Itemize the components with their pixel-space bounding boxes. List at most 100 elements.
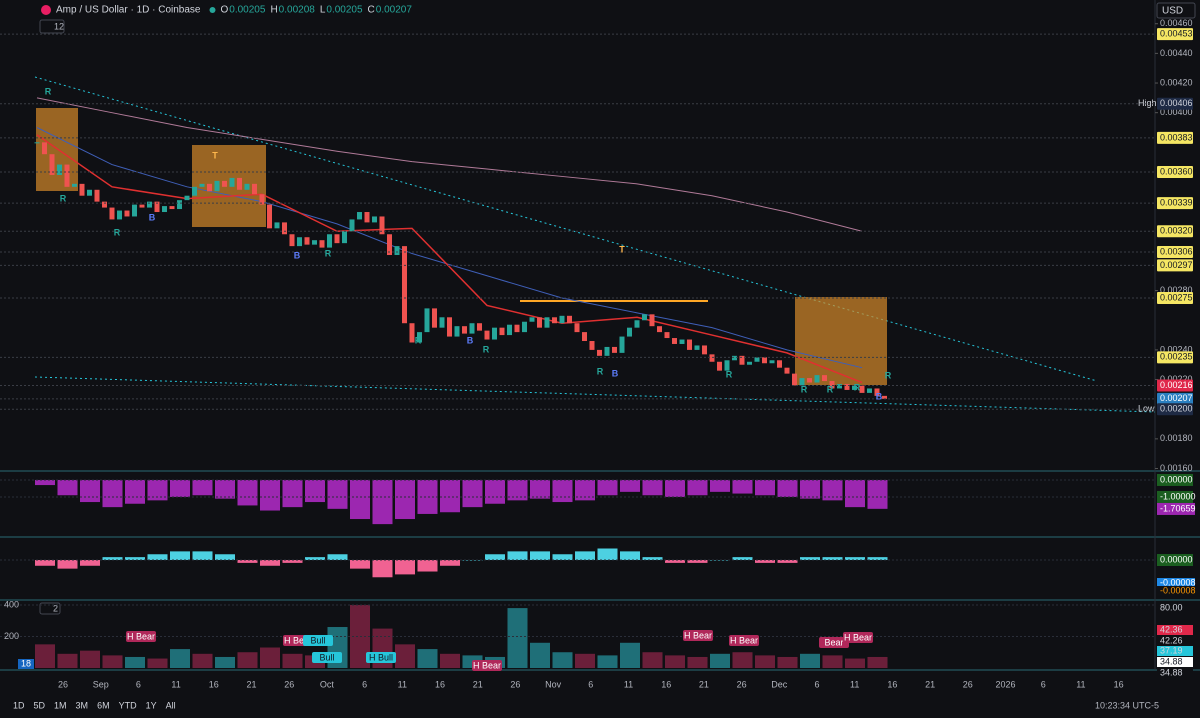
bar xyxy=(755,560,775,563)
candle xyxy=(87,189,92,196)
signal-label: R xyxy=(726,369,733,379)
candle xyxy=(237,177,242,190)
level-label: 0.00320 xyxy=(1160,226,1193,236)
candle xyxy=(454,326,460,337)
signal-label: R xyxy=(854,382,861,392)
last-price-label-bg xyxy=(1157,379,1193,392)
signal-label: B xyxy=(467,335,474,345)
annotation-bg xyxy=(366,652,396,663)
range-button[interactable]: 1M xyxy=(54,700,67,710)
side-label: 80.00 xyxy=(1160,602,1183,612)
bar xyxy=(620,642,640,668)
symbol: Amp / US Dollar · 1D · Coinbase xyxy=(56,5,201,16)
annotation-bg xyxy=(303,635,333,646)
moving-average xyxy=(36,134,863,384)
indicator-toggle[interactable] xyxy=(39,19,65,34)
candle xyxy=(124,210,130,217)
bar xyxy=(732,557,753,561)
y-tick-label: 0.00420 xyxy=(1160,77,1193,87)
annotation: Bull xyxy=(310,635,325,645)
candle xyxy=(522,321,527,333)
indicator-count: 12 xyxy=(54,21,64,31)
bar xyxy=(575,551,595,561)
candle xyxy=(814,375,820,383)
range-button[interactable]: All xyxy=(166,700,176,710)
high-label-bg xyxy=(1157,97,1193,110)
range-button[interactable]: 1D xyxy=(13,700,25,710)
candle xyxy=(874,388,880,396)
low-name: Low xyxy=(1138,404,1155,414)
bar xyxy=(597,655,618,668)
candle xyxy=(169,206,175,210)
range-button[interactable]: 3M xyxy=(76,700,89,710)
status-dot xyxy=(209,7,216,13)
bar xyxy=(192,479,213,496)
side-label-bg xyxy=(1157,625,1193,635)
ohlc-value: 0.00207 xyxy=(376,5,413,16)
candle xyxy=(612,346,617,353)
annotation-bg xyxy=(819,637,849,648)
bar xyxy=(350,479,370,520)
ohlc-value: 0.00205 xyxy=(229,5,266,16)
candle xyxy=(649,314,655,327)
range-box xyxy=(795,297,887,385)
low-label-bg xyxy=(1157,403,1193,416)
last-price-label: 0.00207 xyxy=(1160,393,1193,403)
signal-label: R xyxy=(885,370,892,380)
pane-toggle[interactable] xyxy=(39,602,61,615)
level-label: 0.00235 xyxy=(1160,352,1193,362)
candle xyxy=(747,361,752,365)
candle xyxy=(34,142,40,144)
annotation-bg xyxy=(312,652,342,663)
pane-separators xyxy=(0,0,1200,671)
candle xyxy=(784,367,790,374)
bar xyxy=(237,479,258,506)
bar xyxy=(822,557,843,561)
bottom-bar xyxy=(0,696,1200,718)
y-tick-label: 0.00280 xyxy=(1160,285,1193,295)
level-label-bg xyxy=(1157,165,1193,178)
currency-button[interactable] xyxy=(1156,2,1196,19)
bar xyxy=(620,479,640,492)
candle xyxy=(274,222,280,229)
candle xyxy=(222,180,227,187)
signal-label: B xyxy=(612,368,619,378)
x-tick-label: Sep xyxy=(93,679,109,689)
bar xyxy=(282,560,303,563)
bar xyxy=(305,479,325,503)
side-label-bg xyxy=(1157,657,1193,667)
range-button[interactable]: 5D xyxy=(34,700,46,710)
side-label-bg xyxy=(1157,668,1193,678)
level-label: 0.00275 xyxy=(1160,292,1193,302)
candle xyxy=(57,164,62,175)
x-tick-label: 26 xyxy=(963,679,973,689)
annotation: H Bull xyxy=(369,652,393,662)
range-button[interactable]: 1Y xyxy=(146,700,157,710)
bar xyxy=(710,479,730,492)
level-label: 0.00297 xyxy=(1160,260,1193,270)
level-label-bg xyxy=(1157,225,1193,238)
bar xyxy=(822,479,843,501)
y-tick-label: 0.00440 xyxy=(1160,48,1193,58)
x-tick-label: 21 xyxy=(925,679,935,689)
candle xyxy=(724,360,730,371)
level-label-bg xyxy=(1157,292,1193,305)
annotation: H Bear xyxy=(844,632,872,642)
y-tick-label: 400 xyxy=(4,599,19,609)
side-label: 34.88 xyxy=(1160,667,1183,677)
symbol-icon xyxy=(41,5,51,15)
candle xyxy=(162,206,167,213)
x-tick-label: 16 xyxy=(435,679,445,689)
annotation: H Bear xyxy=(684,630,712,640)
bar xyxy=(260,647,280,668)
y-tick-label: 0.00000 xyxy=(1160,554,1193,564)
candle xyxy=(792,373,797,386)
bar xyxy=(35,560,55,566)
x-tick-label: 11 xyxy=(624,679,633,689)
candle xyxy=(447,317,452,337)
bar xyxy=(170,649,190,668)
range-button[interactable]: YTD xyxy=(119,700,138,710)
bar xyxy=(687,656,708,668)
range-button[interactable]: 6M xyxy=(97,700,110,710)
candle xyxy=(694,345,700,350)
